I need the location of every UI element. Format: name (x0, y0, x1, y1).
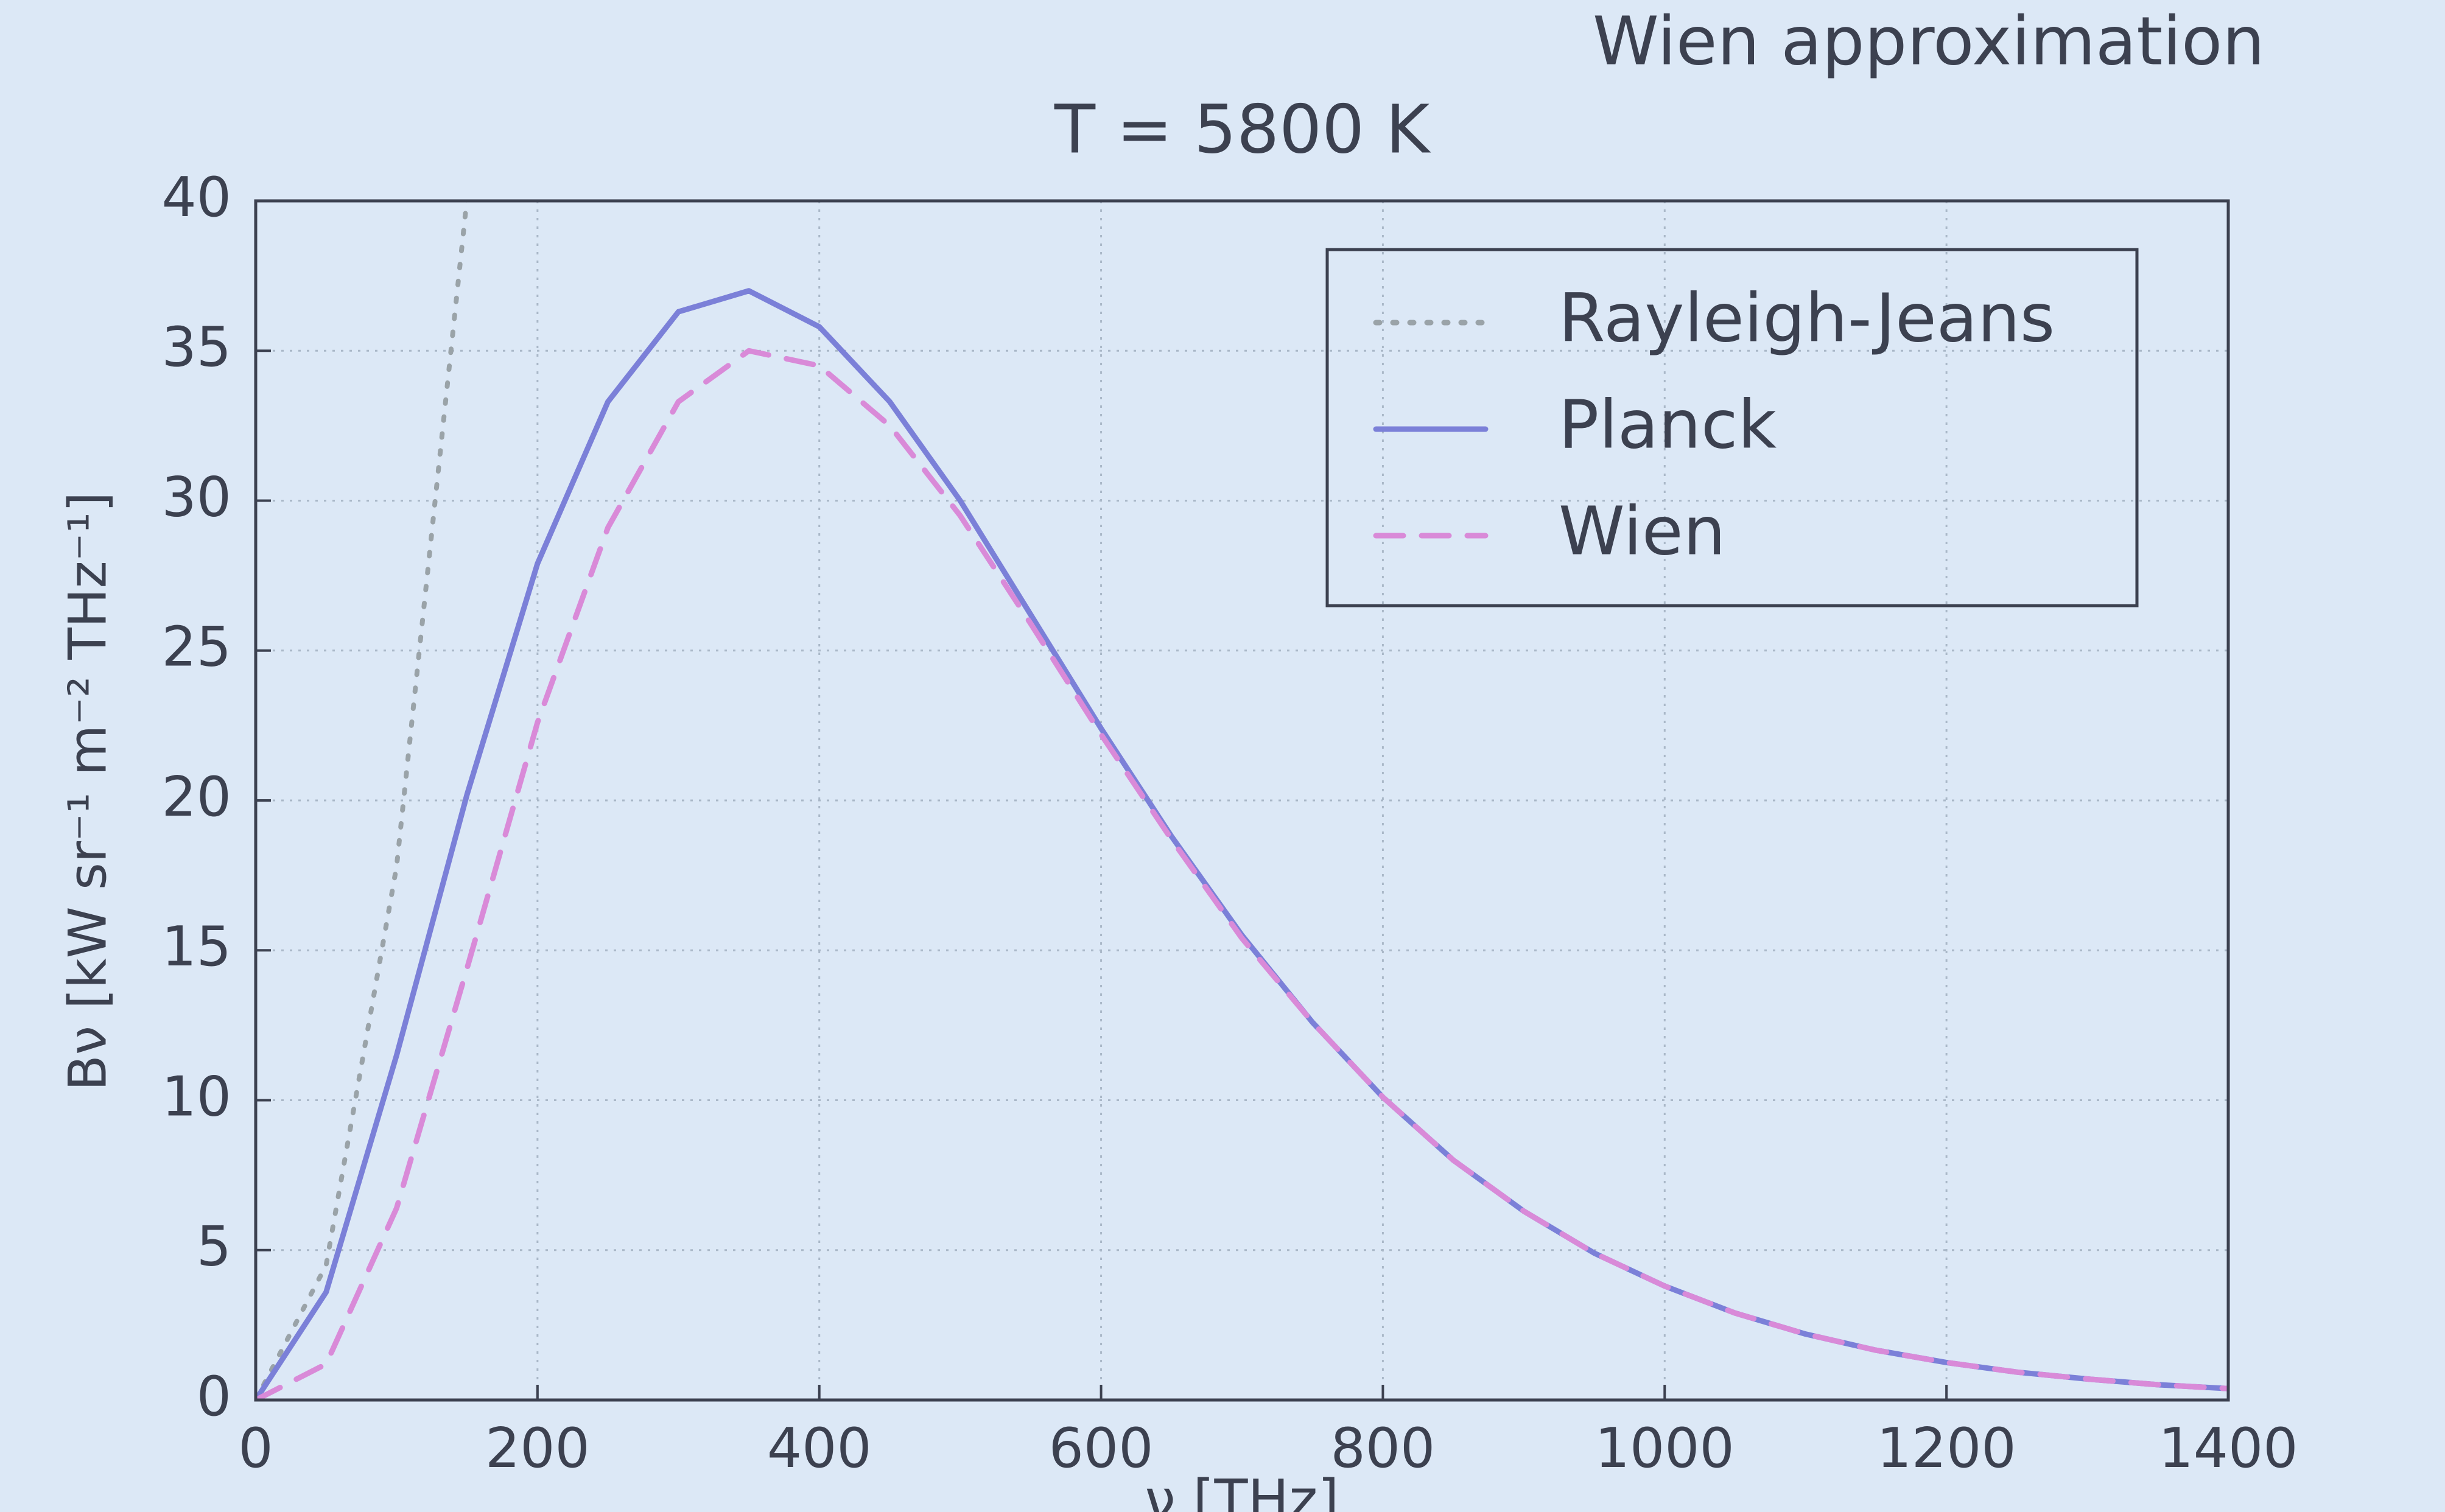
y-tick-label: 15 (161, 915, 231, 979)
legend-label: Wien (1559, 492, 1725, 570)
legend-box (1325, 248, 2139, 607)
x-tick-label: 200 (485, 1416, 590, 1480)
series-line (256, 348, 2228, 1400)
x-tick-label: 0 (238, 1416, 273, 1480)
x-tick-label: 600 (1049, 1416, 1154, 1480)
y-tick-label: 20 (161, 765, 231, 829)
slide-title: Wien approximation (1593, 2, 2265, 80)
x-tick-label: 1000 (1595, 1416, 1735, 1480)
x-tick-label: 1400 (2158, 1416, 2298, 1480)
chart-title: T = 5800 K (1054, 90, 1431, 168)
y-tick-label: 40 (161, 166, 231, 229)
plot-frame (254, 199, 2230, 1402)
legend-label: Planck (1559, 385, 1777, 463)
x-tick-label: 1200 (1877, 1416, 2016, 1480)
y-tick-label: 5 (197, 1215, 231, 1279)
y-tick-label: 30 (161, 465, 231, 529)
y-axis-label: Bν [kW sr⁻¹ m⁻² THz⁻¹] (57, 492, 118, 1091)
y-tick-label: 10 (161, 1065, 231, 1129)
y-tick-label: 35 (161, 315, 231, 379)
plot-area (256, 201, 2228, 1400)
legend-label: Rayleigh-Jeans (1559, 279, 2055, 357)
y-tick-label: 25 (161, 615, 231, 679)
x-axis-label: ν [THz] (1145, 1468, 1339, 1512)
y-tick-label: 0 (197, 1365, 231, 1429)
x-tick-label: 800 (1331, 1416, 1436, 1480)
x-tick-label: 400 (767, 1416, 872, 1480)
